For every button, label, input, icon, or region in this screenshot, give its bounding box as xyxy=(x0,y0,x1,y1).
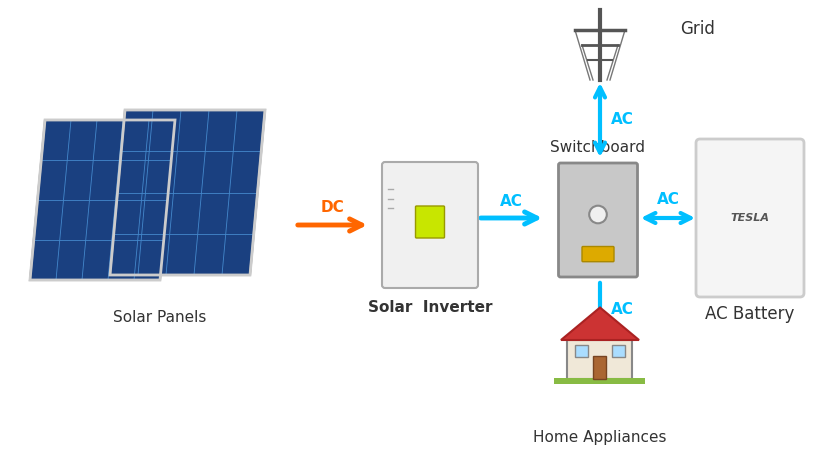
Text: AC: AC xyxy=(611,112,633,128)
Polygon shape xyxy=(30,120,175,280)
Text: AC: AC xyxy=(611,302,633,316)
FancyBboxPatch shape xyxy=(558,163,637,277)
Circle shape xyxy=(589,206,606,223)
FancyBboxPatch shape xyxy=(567,340,632,379)
FancyBboxPatch shape xyxy=(696,139,804,297)
FancyBboxPatch shape xyxy=(555,378,646,384)
Text: Home Appliances: Home Appliances xyxy=(533,430,666,445)
FancyBboxPatch shape xyxy=(576,345,588,357)
Text: TESLA: TESLA xyxy=(731,213,770,223)
Text: Grid: Grid xyxy=(680,20,715,38)
Text: AC Battery: AC Battery xyxy=(706,305,795,323)
Text: Switchboard: Switchboard xyxy=(551,140,646,155)
Text: Solar Panels: Solar Panels xyxy=(113,310,207,325)
Text: Solar  Inverter: Solar Inverter xyxy=(367,300,492,315)
Text: AC: AC xyxy=(500,194,523,210)
FancyBboxPatch shape xyxy=(593,356,606,379)
FancyBboxPatch shape xyxy=(611,345,625,357)
FancyBboxPatch shape xyxy=(416,206,445,238)
Text: DC: DC xyxy=(321,199,344,214)
Polygon shape xyxy=(110,110,265,275)
Text: AC: AC xyxy=(656,192,680,207)
Polygon shape xyxy=(561,308,639,340)
FancyBboxPatch shape xyxy=(582,247,614,262)
FancyBboxPatch shape xyxy=(382,162,478,288)
